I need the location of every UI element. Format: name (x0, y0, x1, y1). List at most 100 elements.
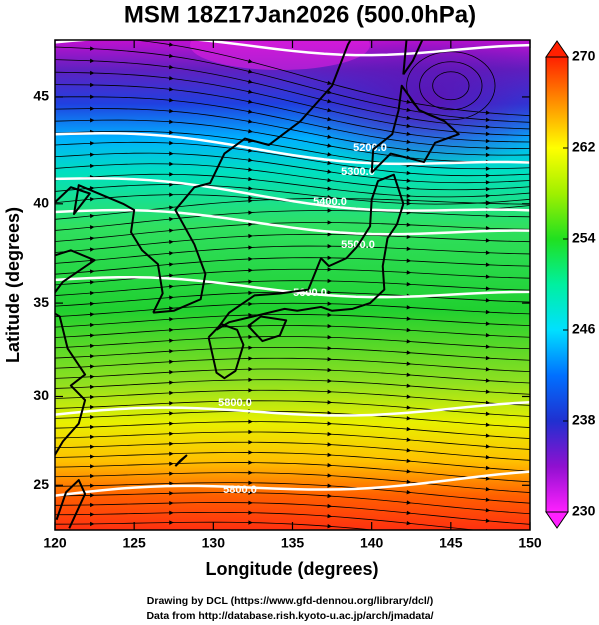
stream-arrow (485, 213, 491, 219)
stream-arrow (248, 301, 253, 307)
stream-arrow (327, 232, 333, 237)
stream-arrow (327, 116, 333, 122)
stream-arrow (327, 378, 333, 384)
stream-arrow (485, 367, 491, 372)
stream-arrow (485, 145, 491, 151)
y-axis-label: Latitude (degrees) (3, 207, 23, 363)
stream-arrow (89, 322, 95, 328)
stream-arrow (248, 245, 253, 250)
x-axis-label: Longitude (degrees) (205, 559, 378, 579)
stream-arrow (89, 163, 95, 169)
contour-label: 5600.0 (293, 287, 327, 299)
stream-arrow (327, 98, 333, 104)
y-tick-label: 30 (33, 387, 49, 403)
stream-arrow (406, 246, 412, 251)
streamline (55, 421, 530, 439)
stream-arrow (327, 421, 333, 426)
coastline (55, 184, 164, 314)
stream-arrow (169, 172, 174, 177)
stream-arrow (248, 256, 253, 262)
stream-arrow (169, 327, 174, 333)
streamline (55, 410, 530, 428)
stream-arrow (406, 469, 412, 474)
stream-arrow (90, 493, 95, 498)
stream-arrow (169, 390, 174, 396)
stream-arrow (169, 228, 174, 233)
stream-arrow (89, 374, 95, 379)
stream-arrow (406, 350, 412, 355)
stream-arrow (327, 267, 333, 272)
streamlines (55, 40, 530, 535)
stream-arrow (485, 487, 491, 492)
stream-arrow (248, 290, 253, 296)
stream-arrow (90, 454, 95, 459)
stream-arrow (169, 161, 174, 167)
stream-arrow (169, 461, 174, 466)
stream-arrow (327, 125, 333, 131)
stream-arrow (169, 217, 174, 222)
stream-arrow (248, 367, 253, 372)
coastline (247, 315, 288, 343)
stream-arrow (485, 422, 491, 427)
streamline (406, 51, 496, 121)
streamline (55, 222, 530, 242)
stream-arrow (169, 451, 174, 456)
stream-arrow (169, 481, 174, 486)
stream-arrow (407, 531, 412, 535)
stream-arrow (327, 410, 333, 416)
stream-arrow (248, 356, 253, 361)
stream-arrow (89, 364, 95, 369)
stream-arrow (169, 338, 174, 343)
coastline (370, 84, 460, 174)
stream-arrow (406, 405, 412, 410)
streamline (55, 245, 530, 264)
stream-arrow (327, 493, 333, 499)
stream-arrow (89, 269, 95, 274)
stream-arrow (248, 388, 253, 393)
stream-arrow (169, 491, 174, 496)
stream-arrow (485, 138, 491, 144)
coastline (402, 40, 424, 76)
stream-arrow (169, 441, 174, 446)
stream-arrow (406, 426, 412, 432)
stream-arrow (327, 513, 333, 519)
stream-arrow (248, 419, 253, 424)
streamline (55, 184, 530, 205)
stream-arrow (248, 129, 253, 134)
stream-arrow (248, 377, 253, 382)
stream-arrow (169, 500, 174, 506)
stream-arrow (169, 130, 174, 135)
stream-arrow (485, 298, 491, 303)
stream-arrow (485, 200, 491, 205)
stream-arrow (248, 186, 253, 191)
stream-arrow (169, 76, 174, 81)
credit: Data from http://database.rish.kyoto-u.a… (146, 610, 433, 622)
stream-arrow (169, 239, 174, 245)
stream-arrow (327, 194, 333, 200)
stream-arrow (169, 98, 174, 103)
stream-arrow (89, 280, 95, 285)
x-tick-label: 145 (439, 535, 463, 551)
stream-arrow (485, 389, 491, 394)
colorbar-tick-label: 270 (572, 48, 596, 64)
stream-arrow (90, 502, 95, 508)
stream-arrow (248, 222, 253, 227)
stream-arrow (327, 278, 333, 284)
x-tick-label: 120 (43, 535, 67, 551)
stream-arrow (485, 476, 491, 481)
streamline (55, 482, 530, 504)
stream-arrow (169, 401, 174, 406)
stream-arrow (406, 437, 412, 442)
stream-arrow (406, 201, 412, 206)
stream-arrow (485, 455, 491, 460)
stream-arrow (169, 370, 174, 375)
stream-arrow (406, 115, 412, 121)
stream-arrow (248, 440, 253, 445)
stream-arrow (248, 510, 253, 515)
stream-arrow (327, 346, 333, 351)
y-tick-label: 25 (33, 476, 49, 492)
stream-arrow (248, 268, 253, 273)
stream-arrow (248, 195, 253, 200)
streamline (131, 40, 530, 117)
colorbar-scale (545, 56, 569, 513)
